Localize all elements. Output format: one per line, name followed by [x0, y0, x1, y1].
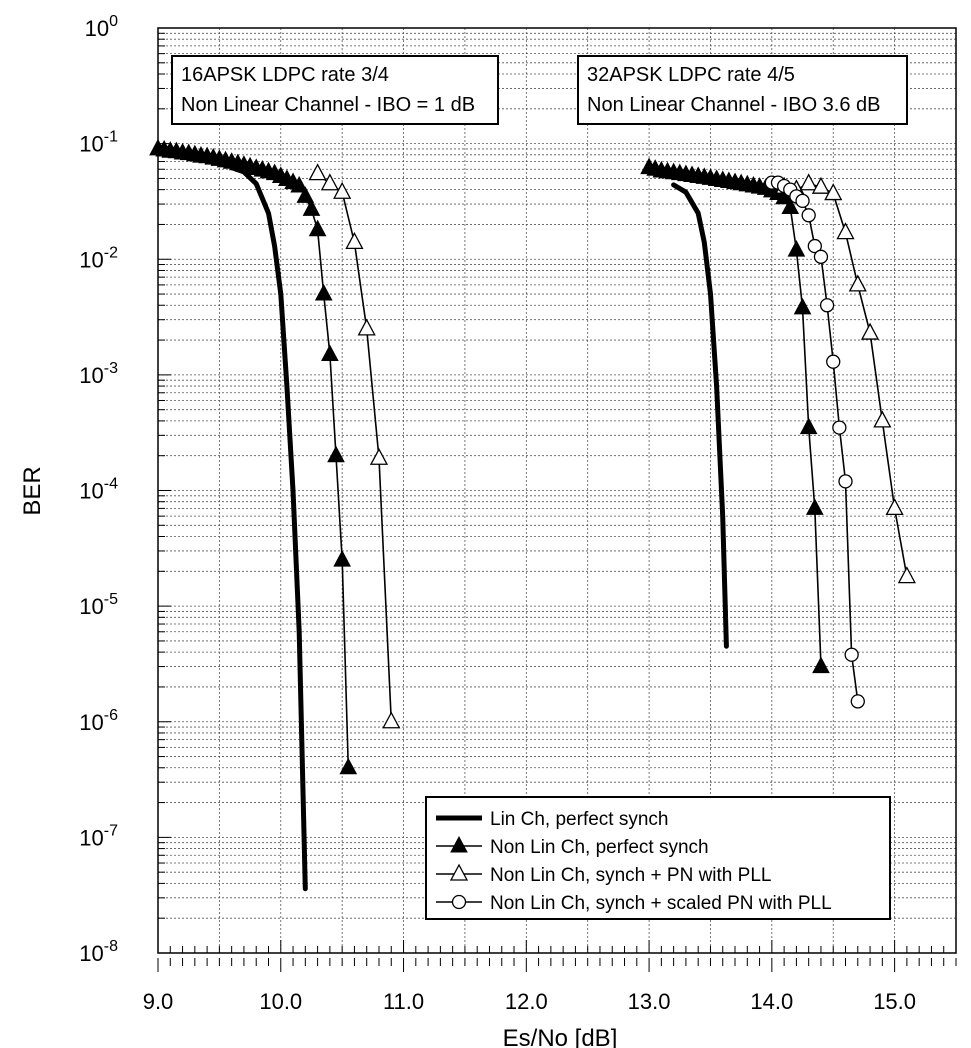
data-point-3	[838, 474, 853, 489]
data-point-3	[850, 694, 865, 709]
y-tick-label: 10-3	[79, 360, 118, 388]
data-point-1	[296, 186, 315, 203]
data-point-1	[327, 445, 345, 463]
y-axis-title: BER	[19, 466, 46, 515]
data-point-1	[812, 656, 830, 674]
data-point-2	[811, 176, 831, 194]
data-point-2	[320, 173, 339, 191]
series-line-1	[157, 148, 350, 769]
y-tick-label: 10-5	[79, 591, 118, 619]
y-tick-label: 10-7	[79, 822, 118, 850]
data-point-1	[308, 219, 327, 237]
x-tick-label: 14.0	[750, 989, 793, 1014]
data-point-1	[339, 757, 358, 775]
data-point-2	[848, 274, 867, 292]
legend-label: Non Lin Ch, synch + PN with PLL	[490, 865, 771, 886]
x-tick-label: 10.0	[259, 989, 302, 1014]
data-point-1	[290, 175, 309, 193]
y-tick-label: 10-1	[79, 129, 118, 157]
annotation-line: 16APSK LDPC rate 3/4	[181, 64, 389, 86]
annotation-line: Non Linear Channel - IBO 3.6 dB	[587, 94, 881, 116]
data-point-1	[799, 417, 818, 435]
data-point-1	[302, 199, 321, 216]
data-point-3	[844, 647, 859, 662]
annotation-box-16apsk: 16APSK LDPC rate 3/4 Non Linear Channel …	[171, 55, 499, 125]
plot-frame	[157, 27, 957, 954]
data-point-2	[885, 498, 904, 516]
data-point-1	[787, 240, 806, 257]
data-point-3	[813, 249, 829, 264]
annotation-box-32apsk: 32APSK LDPC rate 4/5 Non Linear Channel …	[577, 55, 908, 125]
legend-marker	[450, 835, 468, 853]
y-tick-label: 10-6	[79, 707, 118, 735]
tick-labels: 9.0 10.0 11.0 12.0 13.0 14.0 15.0 100 10-1 10-2 10…	[79, 13, 916, 1014]
x-tick-label: 11.0	[383, 989, 424, 1014]
data-point-3	[826, 354, 841, 369]
legend-marker	[449, 863, 469, 881]
series-line-0	[671, 182, 729, 649]
data-point-2	[873, 410, 892, 428]
legend-label: Non Lin Ch, perfect synch	[490, 837, 709, 858]
data-point-3	[832, 420, 847, 435]
data-point-2	[836, 222, 855, 240]
data-point-1	[333, 550, 351, 567]
legend-label: Non Lin Ch, synch + scaled PN with PLL	[490, 893, 832, 914]
x-tick-label: 9.0	[143, 989, 174, 1014]
x-axis-title: Es/No [dB]	[503, 1025, 618, 1048]
data-point-1	[321, 344, 339, 362]
y-tick-label: 10-4	[79, 476, 118, 504]
data-point-1	[805, 498, 824, 515]
data-point-3	[819, 298, 835, 313]
x-tick-label: 13.0	[628, 989, 671, 1014]
data-point-3	[795, 193, 810, 208]
legend: Lin Ch, perfect synch Non Lin Ch, perfect…	[425, 796, 891, 920]
data-point-2	[897, 566, 916, 584]
data-point-1	[781, 197, 800, 215]
data-point-3	[801, 208, 816, 223]
legend-label: Lin Ch, perfect synch	[490, 809, 668, 830]
x-tick-label: 12.0	[505, 989, 548, 1014]
series-lines	[157, 148, 908, 892]
data-point-2	[824, 183, 843, 201]
data-point-2	[799, 173, 818, 191]
data-point-1	[314, 283, 333, 301]
data-point-1	[793, 297, 812, 315]
x-tick-label: 15.0	[873, 989, 916, 1014]
data-point-2	[860, 322, 880, 340]
y-tick-label: 10-2	[79, 244, 118, 272]
axis-ticks	[157, 32, 957, 972]
y-tick-label: 10-8	[79, 938, 118, 966]
series-line-0	[229, 165, 308, 892]
data-point-3	[807, 238, 822, 254]
annotation-line: Non Linear Channel - IBO = 1 dB	[181, 94, 475, 116]
data-point-2	[382, 711, 401, 729]
annotation-line: 32APSK LDPC rate 4/5	[587, 64, 795, 86]
y-tick-label: 100	[85, 13, 118, 41]
data-point-2	[308, 163, 327, 181]
legend-marker	[451, 894, 467, 910]
data-point-2	[369, 447, 389, 465]
series-line-2	[316, 172, 393, 723]
data-point-2	[345, 231, 364, 250]
data-point-2	[333, 181, 352, 199]
series-markers	[149, 138, 916, 775]
data-point-2	[357, 318, 376, 336]
